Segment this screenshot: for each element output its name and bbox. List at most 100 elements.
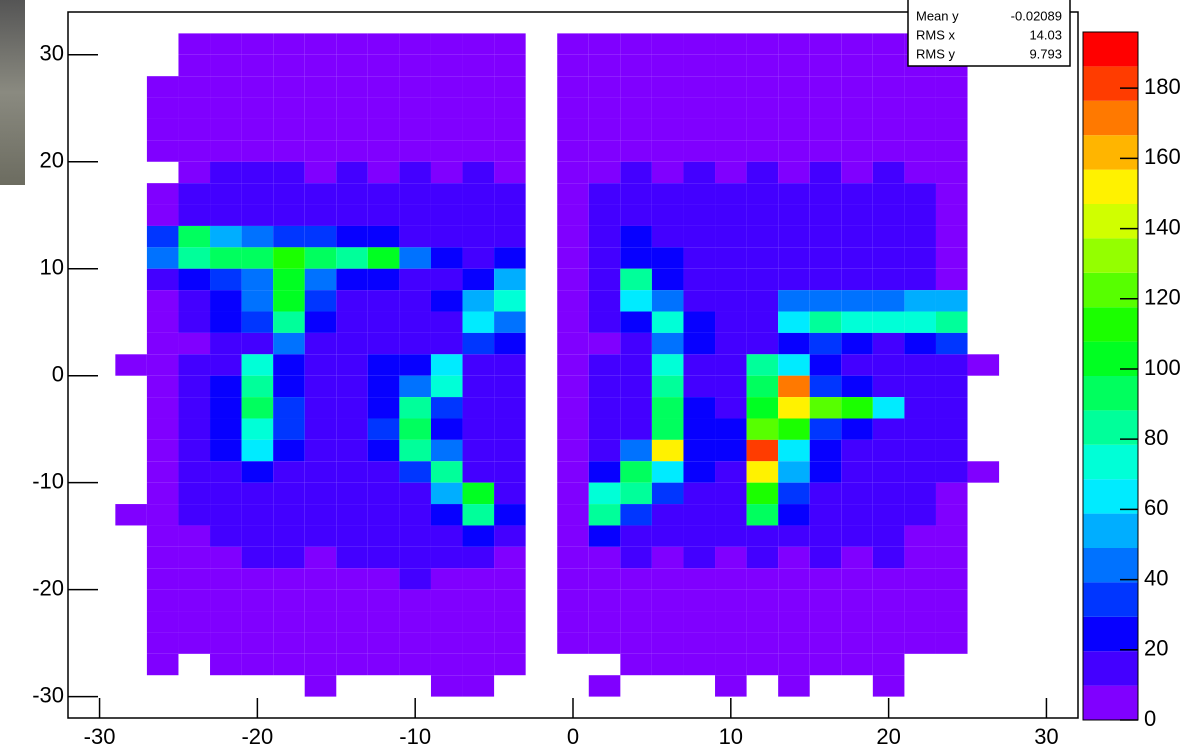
heatmap-cell	[588, 290, 621, 312]
heatmap-cell	[178, 375, 211, 398]
heatmap-cell	[715, 375, 747, 398]
heatmap-cell	[904, 97, 936, 119]
heatmap-cell	[746, 97, 779, 119]
heatmap-cell	[304, 504, 337, 526]
heatmap-cell	[715, 54, 747, 77]
heatmap-cell	[904, 504, 936, 526]
heatmap-cell	[336, 332, 368, 355]
heatmap-cell	[841, 118, 873, 141]
heatmap-cell	[809, 589, 842, 612]
heatmap-cell	[557, 54, 589, 77]
heatmap-cell	[178, 589, 211, 612]
heatmap-cell	[367, 140, 400, 162]
heatmap-cell	[841, 332, 873, 355]
color-bar-band	[1083, 582, 1138, 617]
color-bar-frame	[1082, 31, 1139, 721]
heatmap-cell	[809, 611, 842, 633]
heatmap-cell	[367, 482, 400, 505]
heatmap-cell	[178, 525, 211, 547]
heatmap-cell	[210, 611, 242, 633]
heatmap-cell	[399, 161, 431, 184]
heatmap-cell	[304, 632, 337, 654]
heatmap-cell	[683, 546, 716, 569]
heatmap-cell	[399, 76, 431, 98]
heatmap-cell	[241, 589, 274, 612]
heatmap-cell	[462, 140, 495, 162]
heatmap-cell	[588, 97, 621, 119]
heatmap-cell	[715, 504, 747, 526]
heatmap-cell	[557, 461, 589, 483]
heatmap-cell	[557, 97, 589, 119]
heatmap-cell	[746, 397, 779, 419]
heatmap-cell	[557, 418, 589, 440]
z-tick-label: 100	[1144, 355, 1181, 380]
heatmap-cell	[746, 611, 779, 633]
heatmap-cell	[430, 354, 463, 376]
heatmap-cell	[651, 118, 684, 141]
heatmap-cell	[399, 268, 431, 291]
heatmap-cell	[651, 54, 684, 77]
heatmap-cell	[557, 118, 589, 141]
heatmap-cell	[241, 525, 274, 547]
heatmap-cell	[620, 504, 652, 526]
heatmap-cell	[430, 568, 463, 590]
heatmap-cell	[494, 311, 526, 333]
heatmap-cell	[904, 568, 936, 590]
heatmap-cell	[399, 461, 431, 483]
heatmap-cell	[778, 568, 810, 590]
heatmap-cell	[557, 247, 589, 269]
heatmap-cell	[620, 311, 652, 333]
heatmap-cell	[778, 97, 810, 119]
heatmap-cell	[146, 76, 179, 98]
heatmap-cell	[935, 225, 968, 248]
heatmap-cell	[399, 118, 431, 141]
heatmap-cell	[557, 311, 589, 333]
heatmap-cell	[778, 675, 810, 697]
heatmap-cell	[935, 161, 968, 184]
heatmap-cell	[746, 247, 779, 269]
heatmap-cell	[210, 290, 242, 312]
heatmap-cell	[146, 439, 179, 462]
heatmap-cell	[746, 632, 779, 654]
heatmap-cell	[399, 97, 431, 119]
heatmap-cell	[210, 525, 242, 547]
heatmap-cell	[210, 461, 242, 483]
heatmap-cell	[683, 354, 716, 376]
heatmap-cell	[178, 354, 211, 376]
heatmap-cell	[557, 332, 589, 355]
heatmap-cell	[841, 247, 873, 269]
heatmap-cell	[651, 354, 684, 376]
heatmap-cell	[494, 397, 526, 419]
heatmap-cell	[651, 568, 684, 590]
heatmap-cell	[809, 290, 842, 312]
heatmap-cell	[241, 118, 274, 141]
heatmap-cell	[399, 225, 431, 248]
heatmap-cell	[367, 611, 400, 633]
heatmap-cell	[746, 525, 779, 547]
heatmap-cell	[494, 482, 526, 505]
heatmap-cell	[178, 33, 211, 55]
heatmap-cell	[588, 161, 621, 184]
heatmap-cell	[273, 161, 305, 184]
heatmap-cell	[651, 653, 684, 676]
heatmap-cell	[683, 140, 716, 162]
heatmap-cell	[367, 183, 400, 205]
heatmap-cell	[367, 461, 400, 483]
heatmap-cell	[304, 375, 337, 398]
heatmap-cell	[494, 97, 526, 119]
heatmap-cell	[146, 354, 179, 376]
heatmap-cell	[494, 525, 526, 547]
heatmap-cell	[778, 118, 810, 141]
heatmap-cell	[935, 97, 968, 119]
heatmap-cell	[809, 247, 842, 269]
heatmap-cell	[841, 568, 873, 590]
heatmap-cell	[462, 311, 495, 333]
heatmap-cell	[273, 375, 305, 398]
heatmap-cell	[683, 375, 716, 398]
heatmap-cell	[651, 632, 684, 654]
heatmap-cell	[683, 311, 716, 333]
heatmap-cell	[872, 375, 905, 398]
heatmap-cell	[430, 461, 463, 483]
heatmap-cell	[462, 589, 495, 612]
heatmap-cell	[746, 76, 779, 98]
